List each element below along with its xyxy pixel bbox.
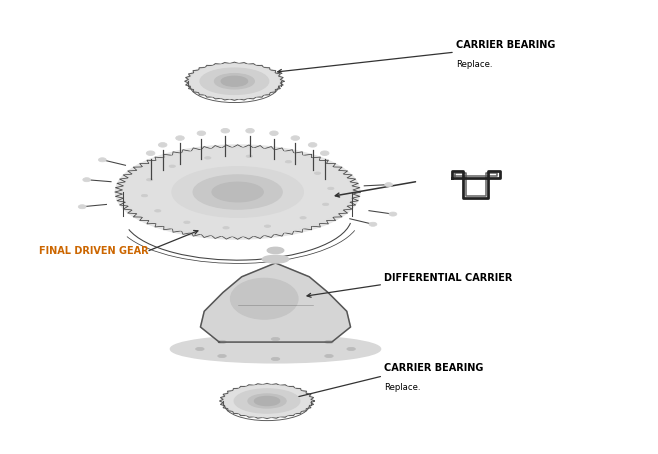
Ellipse shape [270,131,278,135]
Ellipse shape [218,340,226,344]
Ellipse shape [83,178,91,182]
Ellipse shape [322,203,329,206]
Text: CARRIER BEARING: CARRIER BEARING [456,40,555,50]
Ellipse shape [325,355,333,358]
Polygon shape [185,62,284,100]
Ellipse shape [124,148,352,236]
Ellipse shape [267,247,284,253]
Ellipse shape [254,396,280,406]
Ellipse shape [221,384,313,418]
Text: FINAL DRIVEN GEAR: FINAL DRIVEN GEAR [39,246,148,256]
Ellipse shape [291,136,299,140]
Ellipse shape [230,278,298,319]
Ellipse shape [347,347,355,350]
Ellipse shape [141,194,147,197]
Ellipse shape [147,178,153,181]
Ellipse shape [186,63,282,100]
Ellipse shape [265,225,270,227]
Ellipse shape [246,155,253,158]
Ellipse shape [218,355,226,358]
Ellipse shape [271,357,280,360]
Ellipse shape [234,389,300,413]
Ellipse shape [286,161,291,163]
Ellipse shape [224,385,309,417]
Ellipse shape [78,205,86,209]
Polygon shape [115,145,361,239]
Text: CARRIER BEARING: CARRIER BEARING [384,363,484,373]
Ellipse shape [170,335,380,363]
Ellipse shape [195,347,204,350]
Ellipse shape [190,64,279,99]
Ellipse shape [246,128,254,133]
Ellipse shape [197,131,205,135]
Ellipse shape [221,128,230,133]
Ellipse shape [205,157,211,159]
Text: Replace.: Replace. [384,383,421,392]
Ellipse shape [248,394,286,408]
Text: Replace.: Replace. [456,59,493,69]
Ellipse shape [155,210,161,212]
Ellipse shape [116,145,360,239]
Ellipse shape [369,222,377,226]
Circle shape [418,140,533,219]
Ellipse shape [212,182,263,202]
Ellipse shape [271,337,280,340]
Ellipse shape [215,74,255,89]
Ellipse shape [263,256,289,263]
Ellipse shape [200,68,268,94]
Ellipse shape [176,136,184,140]
Ellipse shape [184,221,190,223]
Ellipse shape [385,183,393,187]
Ellipse shape [309,143,317,147]
Ellipse shape [223,227,229,229]
Ellipse shape [315,172,320,174]
Ellipse shape [193,175,282,209]
Ellipse shape [300,217,306,219]
Ellipse shape [328,187,334,190]
Text: DIFFERENTIAL CARRIER: DIFFERENTIAL CARRIER [384,273,513,283]
Ellipse shape [146,151,155,155]
Ellipse shape [169,165,176,168]
Polygon shape [220,384,315,419]
Ellipse shape [221,76,247,86]
Ellipse shape [389,212,397,216]
Ellipse shape [320,151,329,155]
Ellipse shape [159,143,167,147]
Ellipse shape [172,167,303,217]
Ellipse shape [325,340,333,344]
Polygon shape [201,263,351,342]
Ellipse shape [99,158,107,162]
